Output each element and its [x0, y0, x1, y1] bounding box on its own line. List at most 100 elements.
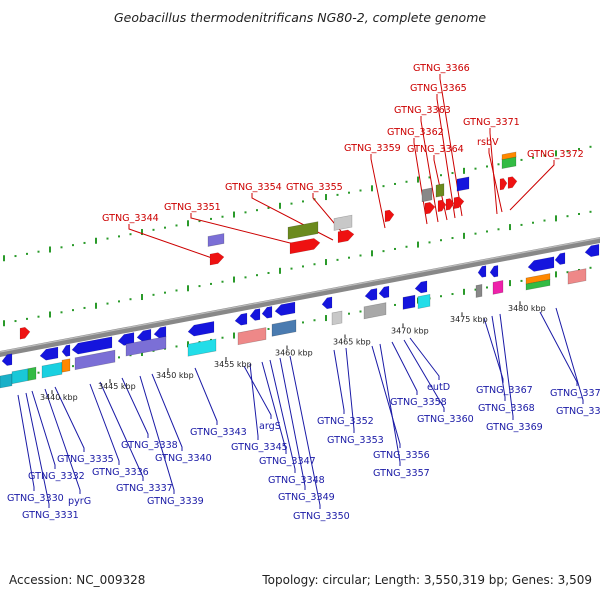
guide-dot: [95, 237, 97, 244]
guide-dot: [26, 252, 28, 255]
reverse-gene-block: [125, 336, 167, 357]
reverse-gene-arrow: [61, 344, 71, 357]
guide-dot: [359, 254, 362, 257]
guide-dot: [141, 294, 143, 301]
guide-dot: [371, 250, 373, 257]
guide-dot: [405, 180, 408, 183]
map-title: Geobacillus thermodenitrificans NG80-2, …: [113, 10, 487, 25]
guide-dot: [336, 193, 339, 196]
guide-dot: [3, 320, 5, 327]
bottom-leader-line: [555, 307, 584, 404]
reverse-gene-arrow: [414, 280, 428, 294]
guide-dot: [394, 247, 396, 250]
bottom-leader-line: [269, 359, 296, 473]
guide-dot: [566, 215, 569, 218]
guide-dot: [589, 145, 592, 148]
forward-gene-arrow: [424, 202, 436, 215]
guide-dot: [233, 276, 235, 283]
guide-dot: [578, 212, 580, 215]
guide-dot: [279, 202, 281, 209]
guide-dot: [290, 267, 293, 270]
bottom-gene-label: GTNG_3337: [116, 483, 173, 494]
guide-dot: [26, 317, 28, 320]
bottom-gene-label: GTNG_3335: [57, 454, 114, 465]
bottom-gene-label: GTNG_3353: [327, 435, 384, 446]
guide-dot: [290, 202, 293, 205]
bottom-gene-label: GTNG_3330: [7, 493, 64, 504]
guide-dot: [348, 256, 350, 259]
bottom-gene-label: GTNG_3336: [92, 467, 149, 478]
guide-dot: [440, 295, 442, 298]
top-gene-label: GTNG_3371: [463, 117, 520, 128]
guide-dot: [463, 288, 465, 295]
reverse-gene-arrow: [249, 308, 261, 321]
guide-dot: [60, 311, 63, 314]
reverse-gene-block: [271, 319, 297, 337]
guide-dot: [555, 215, 557, 222]
guide-dot: [233, 332, 235, 339]
bottom-gene-label: GTNG_3358: [390, 397, 447, 408]
guide-dot: [106, 302, 109, 305]
guide-dot: [497, 163, 500, 166]
guide-dot: [440, 174, 442, 177]
bottom-leader-line: [499, 313, 514, 420]
guide-dot: [279, 267, 281, 274]
bottom-leader-line: [31, 390, 56, 469]
bottom-gene-label: GTNG_3360: [417, 414, 474, 425]
reverse-gene-arrow: [117, 332, 135, 346]
reverse-gene-arrow: [39, 346, 59, 361]
guide-dot: [72, 365, 74, 368]
guide-dot: [256, 274, 258, 277]
guide-dot: [520, 158, 523, 161]
guide-dot: [474, 232, 477, 235]
reverse-gene-block: [11, 368, 29, 385]
guide-dot: [267, 271, 270, 274]
guide-dot: [509, 224, 511, 231]
guide-dot: [49, 246, 51, 253]
bottom-leader-line: [25, 392, 50, 508]
genome-backbone: [0, 237, 600, 357]
tick-label: 3475 kbp: [450, 315, 488, 324]
guide-dot: [474, 288, 477, 291]
reverse-gene-block: [402, 294, 416, 310]
guide-dot: [267, 327, 270, 330]
guide-dot: [175, 289, 178, 292]
reverse-gene-arrow: [378, 285, 390, 299]
forward-gene-arrow: [507, 176, 518, 189]
guide-dot: [106, 237, 109, 240]
forward-gene-arrow: [445, 198, 455, 211]
bottom-gene-label: GTNG_3349: [278, 492, 335, 503]
reverse-gene-arrow: [554, 252, 566, 265]
bottom-leader-line: [89, 383, 120, 465]
guide-dot: [129, 233, 132, 236]
guide-dot: [451, 293, 454, 296]
guide-dot: [267, 206, 270, 209]
reverse-gene-block: [0, 373, 13, 389]
guide-dot: [210, 282, 212, 285]
top-gene-label: GTNG_3372: [527, 149, 584, 160]
guide-dot: [451, 237, 454, 240]
reverse-gene-block: [187, 338, 217, 357]
bottom-leader-line: [289, 355, 321, 509]
bottom-gene-label: GTNG_3332: [28, 471, 85, 482]
guide-dot: [221, 280, 224, 283]
gene-features: [0, 151, 600, 389]
top-gene-label: GTNG_3359: [344, 143, 401, 154]
guide-dot: [60, 246, 63, 249]
bottom-leader-line: [194, 367, 218, 425]
bottom-gene-label: GTNG_3368: [478, 403, 535, 414]
guide-dot: [417, 241, 419, 248]
reverse-gene-arrow: [321, 296, 333, 310]
bottom-leader-line: [391, 341, 418, 395]
bottom-leader-line: [539, 311, 578, 386]
reverse-gene-arrow: [364, 288, 378, 301]
guide-dot: [474, 167, 477, 170]
forward-gene-block: [421, 187, 433, 203]
guide-dot: [325, 259, 327, 266]
guide-dot: [3, 255, 5, 262]
reverse-gene-block: [27, 366, 37, 382]
reverse-gene-block: [567, 268, 587, 285]
reverse-gene-arrow: [187, 321, 215, 337]
guide-dot: [118, 235, 120, 238]
guide-dot: [198, 220, 201, 223]
